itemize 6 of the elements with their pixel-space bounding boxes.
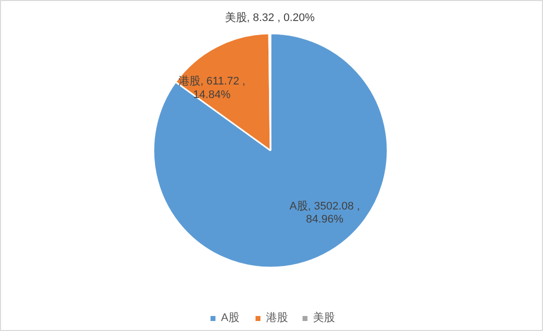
legend-label: 美股 xyxy=(313,310,335,325)
legend-label: A股 xyxy=(221,311,240,325)
data-label: A股, 3502.08 , 84.96% xyxy=(290,200,360,226)
legend-label: 港股 xyxy=(266,311,288,325)
data-label: 美股, 8.32 , 0.20% xyxy=(224,11,315,24)
data-label: 港股, 611.72 , 14.84% xyxy=(178,74,246,101)
